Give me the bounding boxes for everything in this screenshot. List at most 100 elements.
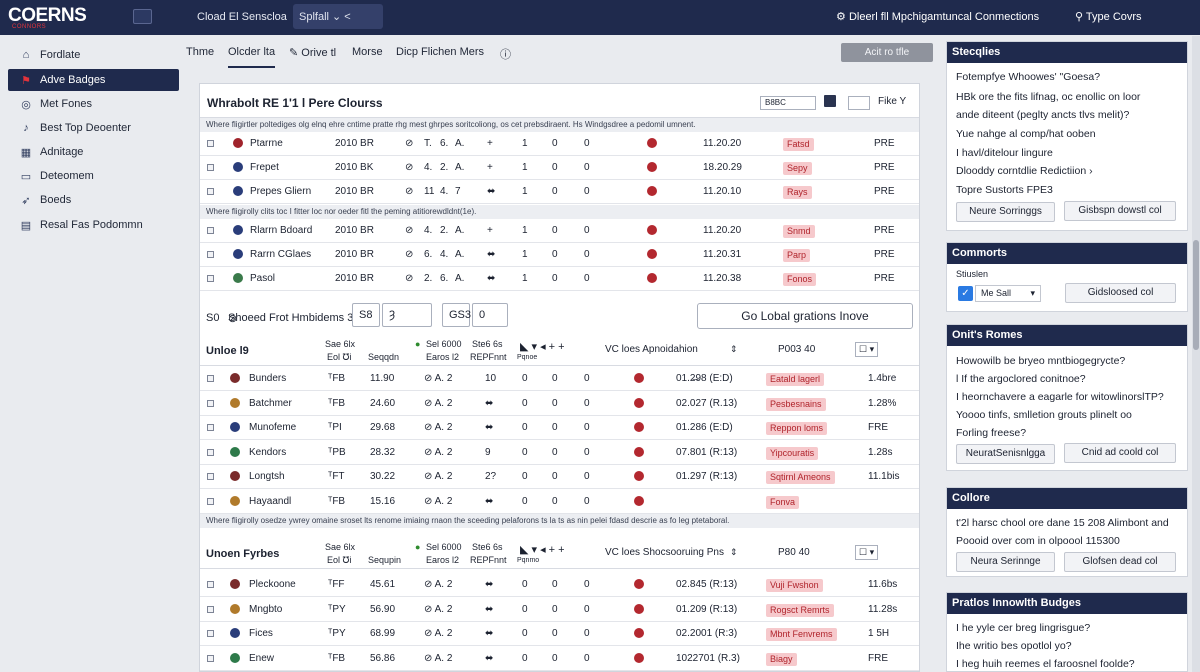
tab-0[interactable]: Thme <box>186 46 215 58</box>
table-row[interactable]: Pasol 2010 BR ⊘ 2. 6. A. ⬌ 1 0 0 11.20.38 Fonos PRE <box>200 267 919 291</box>
row-c4: 10 <box>485 373 497 384</box>
row-time: 01.297 (R:13) <box>676 471 738 482</box>
sidebar-item-0[interactable]: ⌂ Fordlate <box>8 44 179 66</box>
table-row[interactable]: Frepet 2010 BK ⊘ 4. 2. A. +1 0 0 18.20.29 Sepy PRE <box>200 156 919 180</box>
download-button[interactable]: Gidsloosed col <box>1065 283 1176 303</box>
row-checkbox[interactable] <box>207 275 214 282</box>
table-row[interactable]: Enew ᵀFB 56.86 ⊘ A. 2 ⬌ 0 0 0 1022701 (R.3) Biagy… <box>200 647 919 671</box>
filter-box-4[interactable]: 0 <box>472 303 508 327</box>
filter-box-2[interactable]: Ȝ <box>382 303 432 327</box>
filter-box-1[interactable]: S8 <box>352 303 380 327</box>
panel-title: Onit's Romes <box>947 325 1187 346</box>
monitor-icon: ▭ <box>20 170 32 183</box>
sidebar-item-7[interactable]: ▤ Resal Fas Podommn <box>8 214 179 236</box>
row-n2: 0 <box>552 652 558 664</box>
row-name: Longtsh <box>249 471 285 482</box>
file-button[interactable]: Fike Y <box>878 96 907 107</box>
table-row[interactable]: Hayaandl ᵀFB 15.16 ⊘ A. 2 ⬌ 0 0 0 Fonva <box>200 490 919 514</box>
add-to-file-button[interactable]: Acit ro tfle <box>841 43 933 62</box>
tab-4[interactable]: Dicp Flichen Mers <box>396 46 485 58</box>
scrollbar[interactable] <box>1192 36 1200 672</box>
row-checkbox[interactable] <box>207 448 214 456</box>
row-n3: 0 <box>584 652 590 664</box>
sort-icon[interactable]: ⇕ <box>730 344 738 354</box>
type-covers-link[interactable]: ⚲ Type Covrs <box>1075 10 1142 23</box>
panel-line: t'2l harsc chool ore dane 15 208 Alimbon… <box>956 517 1169 529</box>
row-checkbox[interactable] <box>207 399 214 407</box>
filter-box-3[interactable]: GS3 <box>442 303 471 327</box>
list-view-icon[interactable] <box>848 96 870 110</box>
row-checkbox[interactable] <box>207 164 214 171</box>
panel-line: HBk ore the fits lifnag, oc enollic on l… <box>956 91 1141 103</box>
row-icon-a: ⊘ <box>405 249 414 260</box>
row-checkbox[interactable] <box>207 654 214 662</box>
sidebar-item-1[interactable]: ⚑ Adve Badges <box>8 69 179 91</box>
row-checkbox[interactable] <box>207 605 214 613</box>
row-checkbox[interactable] <box>207 251 214 258</box>
row-checkbox[interactable] <box>207 630 214 637</box>
header-top-b: Sel 6000 <box>426 339 462 349</box>
download-button[interactable]: Glofsen dead col <box>1064 552 1176 572</box>
row-checkbox[interactable] <box>207 581 214 588</box>
header-col-g: P003 40 <box>778 344 816 355</box>
filter-select[interactable]: B8BC <box>760 96 816 110</box>
search-input[interactable]: Splfall ⌄ < <box>293 4 383 29</box>
tab-2[interactable]: ✎ Orive tl <box>289 46 336 59</box>
row-checkbox[interactable] <box>207 375 214 382</box>
sidebar-item-3[interactable]: ♪ Best Top Deoenter <box>8 117 179 139</box>
panel-line: Ihe writio bes opotlol yo? <box>956 640 1072 652</box>
settings-button[interactable]: NeuratSenisnlgga <box>956 444 1055 464</box>
settings-button[interactable]: Neure Sorringgs <box>956 202 1055 222</box>
row-n1: 0 <box>522 495 528 507</box>
tab-3[interactable]: Morse <box>352 46 383 58</box>
table-row[interactable]: Rarrn CGlaes 2010 BR ⊘ 6. 4. A. ⬌ 1 0 0 11.20.31 Pa… <box>200 243 919 267</box>
row-abbr: ᵀFB <box>328 397 346 409</box>
table-row[interactable]: Munofeme ᵀPI 29.68 ⊘ A. 2 ⬌ 0 0 0 01.286 (E:D) Re… <box>200 416 919 440</box>
table-row[interactable]: Batchmer ᵀFB 24.60 ⊘ A. 2 ⬌ 0 0 0 02.027 (R.13) P… <box>200 392 919 416</box>
table-row[interactable]: Ptarrne 2010 BR ⊘ T. 6. A. +1 0 0 11.20.20 Fatsd PR… <box>200 132 919 156</box>
header-ctrl-icons[interactable]: ◣ ▾ ◂ + + <box>520 341 565 353</box>
row-checkbox[interactable] <box>207 473 214 480</box>
settings-button[interactable]: Neura Serinnge <box>956 552 1055 572</box>
header-select[interactable]: ☐ ▾ <box>855 342 879 357</box>
table-row[interactable]: Mngbto ᵀPY 56.90 ⊘ A. 2 ⬌ 0 0 0 01.209 (R:13) Rog… <box>200 598 919 622</box>
table-row[interactable]: Kendors ᵀPB 28.32 ⊘ A. 2 9 0 0 0 07.801 (R:13) Yi… <box>200 441 919 465</box>
flag-icon <box>647 138 657 148</box>
app-logo[interactable]: COERNS <box>8 5 87 26</box>
header-toggle[interactable]: Sae 6lx <box>325 542 356 552</box>
table-row[interactable]: Prepes Gliern 2010 BR ⊘ 11 4. 7 ⬌ 1 0 0 11.20.10 Ra… <box>200 180 919 204</box>
header-select[interactable]: ☐ ▾ <box>855 545 879 560</box>
sidebar-item-2[interactable]: ◎ Met Fones <box>8 93 179 115</box>
sidebar-item-5[interactable]: ▭ Deteomem <box>8 165 179 187</box>
menu-icon[interactable] <box>133 9 152 24</box>
row-n3: 0 <box>584 579 590 590</box>
row-checkbox[interactable] <box>207 424 214 431</box>
checkbox-checked[interactable]: ✓ <box>958 286 973 301</box>
table-row[interactable]: Longtsh ᵀFT 30.22 ⊘ A. 2 2? 0 0 0 01.297 (R:13) S… <box>200 465 919 489</box>
info-icon[interactable]: ⓘ <box>500 49 511 61</box>
download-button[interactable]: Gisbspn dowstl col <box>1064 201 1176 221</box>
header-ctrl-icons[interactable]: ◣ ▾ ◂ + + <box>520 544 565 556</box>
flag-icon <box>647 162 657 172</box>
connections-link[interactable]: ⚙ Dleerl fll Mpchigamtuncal Conmections <box>836 10 1039 23</box>
row-abbr: ᵀPY <box>328 628 346 639</box>
header-toggle[interactable]: Sae 6lx <box>325 339 356 349</box>
table-row[interactable]: Fices ᵀPY 68.99 ⊘ A. 2 ⬌ 0 0 0 02.2001 (R:3) Mbnt… <box>200 622 919 646</box>
comments-select[interactable]: Me Sall ▾ <box>975 285 1041 302</box>
table-row[interactable]: Bunders ᵀFB 11.90 ⊘ A. 2 10 0 0 0 01.2̶98 (E:D) E… <box>200 367 919 391</box>
tab-1[interactable]: Olcder lta <box>228 46 276 68</box>
table-row[interactable]: Pleckoone ᵀFF 45.61 ⊘ A. 2 ⬌ 0 0 0 02.845 (R:13)… <box>200 573 919 597</box>
sidebar-item-4[interactable]: ▦ Adnitage <box>8 141 179 163</box>
download-button[interactable]: Cnid ad coold col <box>1064 443 1176 463</box>
sidebar-item-6[interactable]: ➶ Boeds <box>8 189 179 211</box>
scrollbar-thumb[interactable] <box>1193 240 1199 350</box>
table-row[interactable]: Rlarrn Bdoard 2010 BR ⊘ 4. 2. A. +1 0 0 11.20.20 S… <box>200 219 919 243</box>
row-checkbox[interactable] <box>207 140 214 147</box>
group-header: Unoen Fyrbes Sae 6lx ● Sel 6000 Ste6 6s Eol ℧… <box>200 539 919 569</box>
go-global-button[interactable]: Go Lobal grations Inove <box>697 303 913 329</box>
sort-icon[interactable]: ⇕ <box>730 547 738 557</box>
save-icon[interactable] <box>824 95 836 107</box>
row-checkbox[interactable] <box>207 188 214 195</box>
row-checkbox[interactable] <box>207 497 214 505</box>
row-checkbox[interactable] <box>207 227 214 234</box>
